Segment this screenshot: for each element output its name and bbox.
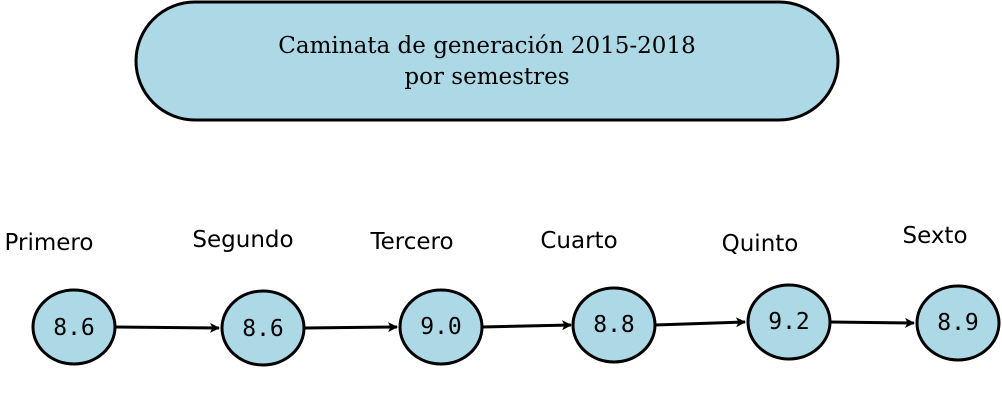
step-label-4: Cuarto [540, 228, 617, 254]
node-4-value: 8.8 [593, 312, 635, 338]
node-6-circle [915, 284, 1001, 362]
node-4: 8.8 [571, 286, 657, 364]
arrow-4-5 [654, 317, 746, 328]
step-labels: Primero Segundo Tercero Cuarto Quinto Se… [5, 223, 968, 257]
node-5: 9.2 [746, 283, 832, 361]
arrow-1-2 [115, 322, 220, 333]
step-label-6: Sexto [902, 223, 967, 249]
arrow-5-6 [829, 317, 915, 328]
node-1: 8.6 [31, 288, 117, 366]
node-6: 8.9 [915, 284, 1001, 362]
node-4-circle [571, 286, 657, 364]
node-2: 8.6 [220, 289, 306, 367]
step-label-3: Tercero [369, 229, 453, 255]
node-2-circle [220, 289, 306, 367]
node-3: 9.0 [398, 288, 484, 366]
node-1-circle [31, 288, 117, 366]
arrow-3-4 [481, 320, 572, 331]
step-label-1: Primero [5, 230, 94, 256]
title-line-2: por semestres [404, 64, 569, 90]
node-1-value: 8.6 [53, 315, 95, 341]
node-3-circle [398, 288, 484, 366]
title-banner: Caminata de generación 2015-2018 por sem… [134, 0, 840, 122]
step-label-2: Segundo [192, 227, 293, 253]
node-5-circle [746, 283, 832, 361]
node-6-value: 8.9 [937, 310, 979, 336]
node-3-value: 9.0 [420, 314, 462, 340]
step-label-5: Quinto [722, 231, 799, 257]
node-5-value: 9.2 [768, 309, 810, 335]
arrow-2-3 [303, 322, 398, 333]
arrows [115, 317, 915, 333]
title-line-1: Caminata de generación 2015-2018 [278, 33, 695, 59]
node-2-value: 8.6 [242, 316, 284, 342]
title-banner-shape [134, 0, 840, 122]
